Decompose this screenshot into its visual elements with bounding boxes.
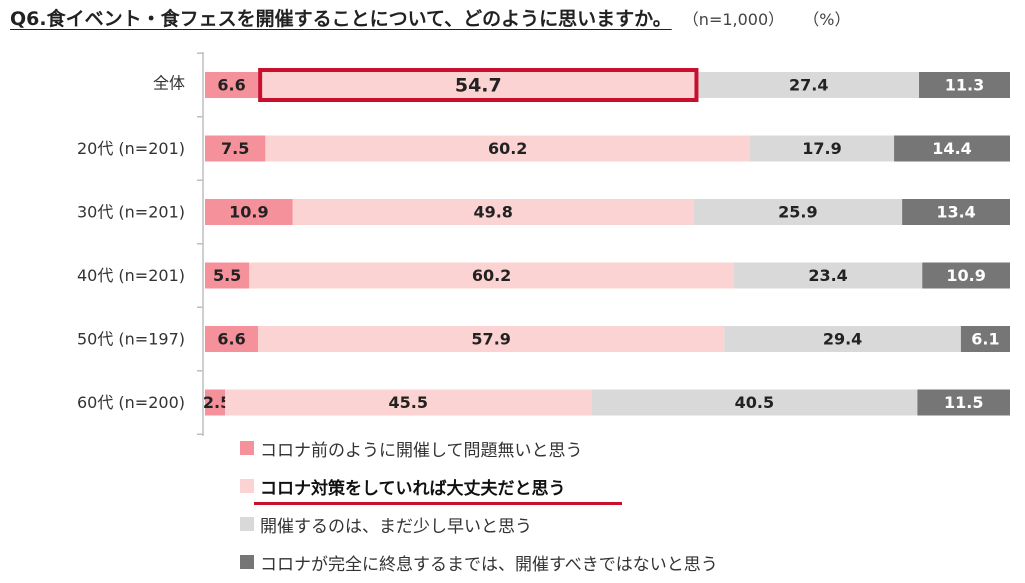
data-label: 5.5 bbox=[213, 266, 241, 285]
data-label: 25.9 bbox=[778, 203, 817, 222]
bar-segment bbox=[749, 135, 895, 162]
bar-segment bbox=[258, 72, 699, 98]
legend-swatch bbox=[240, 555, 254, 569]
bar-segment bbox=[733, 262, 923, 289]
legend-label: コロナ対策をしていれば大丈夫だと思う bbox=[260, 479, 566, 499]
data-label: 23.4 bbox=[808, 266, 847, 285]
category-label: 30代 (n=201) bbox=[77, 203, 185, 222]
data-label: 7.5 bbox=[221, 139, 249, 158]
data-label: 29.4 bbox=[823, 330, 862, 349]
bar-segment bbox=[960, 326, 1010, 352]
data-label: 40.5 bbox=[735, 393, 774, 412]
highlight-box bbox=[258, 68, 699, 102]
category-label: 50代 (n=197) bbox=[77, 330, 185, 349]
legend-label: 開催するのは、まだ少し早いと思う bbox=[260, 517, 532, 537]
unit-note: （%） bbox=[803, 10, 851, 29]
data-label: 13.4 bbox=[936, 203, 975, 222]
legend-label: コロナが完全に終息するまでは、開催すべきではないと思う bbox=[260, 555, 718, 575]
data-label: 45.5 bbox=[389, 393, 428, 412]
bar-segment bbox=[698, 72, 920, 98]
data-label: 11.5 bbox=[944, 393, 983, 412]
bar-segment bbox=[919, 72, 1010, 98]
legend-swatch bbox=[240, 517, 254, 531]
chart-title: Q6.食イベント・食フェスを開催することについて、どのように思いますか。 bbox=[10, 8, 672, 30]
legend-swatch bbox=[240, 441, 254, 455]
bar-segment bbox=[205, 389, 226, 416]
data-label: 57.9 bbox=[471, 330, 510, 349]
bar-segment bbox=[205, 72, 259, 98]
category-label: 全体 bbox=[153, 74, 185, 93]
data-label: 10.9 bbox=[946, 266, 985, 285]
legend-label: コロナ前のように開催して問題無いと思う bbox=[260, 441, 583, 461]
stacked-bar-chart: 全体 6.6 54.7 27.4 11.3 20代 (n=201) 7.5 60.2 17.9 1… bbox=[77, 52, 1010, 436]
data-label: 2.5 bbox=[203, 393, 231, 412]
bar-segment bbox=[205, 326, 259, 352]
bar-segment bbox=[292, 199, 694, 225]
bar-segment bbox=[922, 262, 1010, 289]
data-label: 10.9 bbox=[229, 203, 268, 222]
bar-segment bbox=[205, 199, 293, 225]
emphasis-underline bbox=[254, 502, 622, 505]
bar-segment bbox=[591, 389, 918, 416]
bar-segment bbox=[693, 199, 903, 225]
category-label: 60代 (n=200) bbox=[77, 393, 185, 412]
data-label: 6.1 bbox=[971, 330, 999, 349]
bar-segment bbox=[894, 135, 1010, 162]
sample-size-note: （n=1,000） bbox=[682, 10, 785, 29]
data-label: 6.6 bbox=[217, 330, 245, 349]
category-label: 40代 (n=201) bbox=[77, 266, 185, 285]
data-label: 11.3 bbox=[945, 76, 984, 95]
data-label: 27.4 bbox=[789, 76, 828, 95]
data-label: 6.6 bbox=[217, 76, 245, 95]
bar-segment bbox=[902, 199, 1010, 225]
data-label: 54.7 bbox=[455, 75, 502, 97]
data-label: 49.8 bbox=[473, 203, 512, 222]
chart-title-row: Q6.食イベント・食フェスを開催することについて、どのように思いますか。 （n=… bbox=[10, 4, 850, 34]
data-label: 60.2 bbox=[488, 139, 527, 158]
data-label: 14.4 bbox=[932, 139, 971, 158]
bar-segment bbox=[225, 389, 592, 416]
bar-segment bbox=[249, 262, 734, 289]
bar-segment bbox=[258, 326, 725, 352]
category-label: 20代 (n=201) bbox=[77, 139, 185, 158]
data-label: 60.2 bbox=[472, 266, 511, 285]
legend-swatch bbox=[240, 479, 254, 493]
bar-segment bbox=[917, 389, 1010, 416]
bar-segment bbox=[265, 135, 750, 162]
bar-segment bbox=[205, 135, 266, 162]
bar-segment bbox=[205, 262, 250, 289]
bar-segment bbox=[724, 326, 961, 352]
data-label: 17.9 bbox=[802, 139, 841, 158]
